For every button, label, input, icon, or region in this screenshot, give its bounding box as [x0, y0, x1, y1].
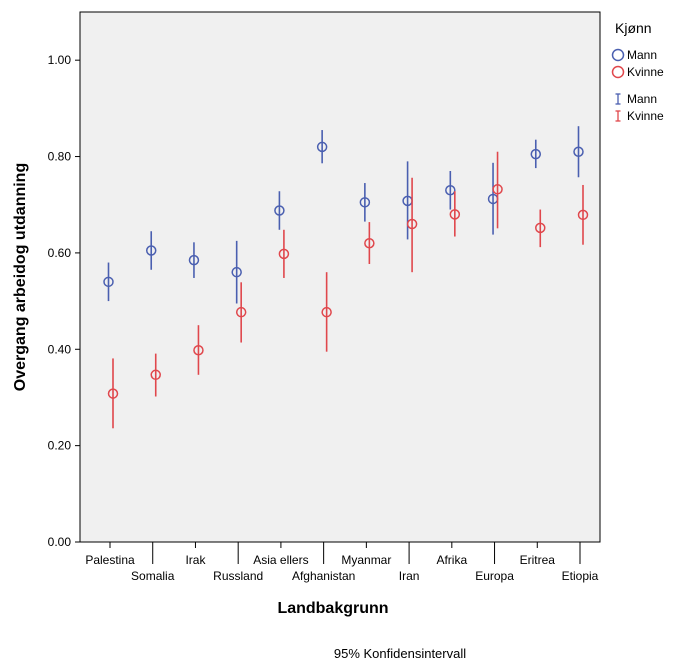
y-tick-label: 0.80	[48, 150, 72, 164]
legend-label: Mann	[627, 48, 657, 62]
point-kvinne	[364, 238, 375, 249]
x-tick-label: Asia ellers	[253, 553, 308, 567]
x-tick-label: Iran	[399, 569, 420, 583]
x-tick-label: Afghanistan	[292, 569, 355, 583]
x-tick-label: Etiopia	[562, 569, 599, 583]
point-mann	[103, 276, 114, 288]
point-mann	[445, 185, 456, 196]
point-kvinne	[193, 344, 204, 356]
point-mann	[188, 254, 200, 266]
y-axis-title: Overgang arbeidog utdanning	[12, 163, 29, 391]
point-kvinne	[535, 222, 546, 234]
legend-label: Kvinne	[627, 109, 664, 123]
point-mann	[573, 146, 584, 157]
point-mann	[274, 205, 285, 216]
point-mann	[231, 266, 242, 278]
legend-marker-mann	[611, 48, 625, 62]
point-kvinne	[321, 306, 332, 318]
x-axis: Palestina Somalia Irak Russland Asia ellers A…	[85, 542, 599, 583]
point-kvinne	[577, 209, 589, 221]
x-tick-label: Somalia	[131, 569, 175, 583]
confidence-interval-note: 95% Konfidensintervall	[334, 646, 466, 661]
legend-label: Kvinne	[627, 65, 664, 79]
y-tick-label: 1.00	[48, 53, 72, 67]
y-tick-label: 0.20	[48, 439, 72, 453]
legend-errorbar-kvinne	[615, 110, 621, 122]
legend-errorbar-mann	[615, 93, 621, 105]
legend-label: Mann	[627, 92, 657, 106]
point-kvinne	[150, 369, 161, 381]
x-tick-label: Irak	[185, 553, 206, 567]
point-mann	[530, 148, 542, 160]
x-tick-label: Myanmar	[341, 553, 391, 567]
point-kvinne	[107, 388, 119, 399]
point-kvinne	[235, 306, 247, 318]
legend-marker-kvinne	[611, 65, 625, 79]
point-kvinne	[278, 248, 290, 260]
point-mann	[316, 141, 328, 153]
data-marks	[103, 126, 589, 429]
x-axis-title: Landbakgrunn	[277, 600, 388, 617]
x-tick-label: Russland	[213, 569, 263, 583]
x-tick-label: Europa	[475, 569, 514, 583]
point-kvinne	[449, 209, 461, 220]
point-kvinne	[492, 184, 503, 195]
legend-title: Kjønn	[615, 20, 652, 36]
point-kvinne	[406, 218, 418, 230]
y-tick-label: 0.00	[48, 535, 72, 549]
x-tick-label: Eritrea	[520, 553, 556, 567]
plot-area	[79, 11, 601, 543]
point-mann	[145, 245, 157, 256]
legend: Kjønn Mann Kvinne Mann Kvinne	[611, 20, 664, 123]
y-axis: 0.00 0.20 0.40 0.60 0.80 1.00	[48, 53, 80, 549]
y-tick-label: 0.40	[48, 342, 72, 356]
point-mann	[359, 197, 371, 208]
x-tick-label: Palestina	[85, 553, 135, 567]
y-tick-label: 0.60	[48, 246, 72, 260]
x-tick-label: Afrika	[436, 553, 467, 567]
